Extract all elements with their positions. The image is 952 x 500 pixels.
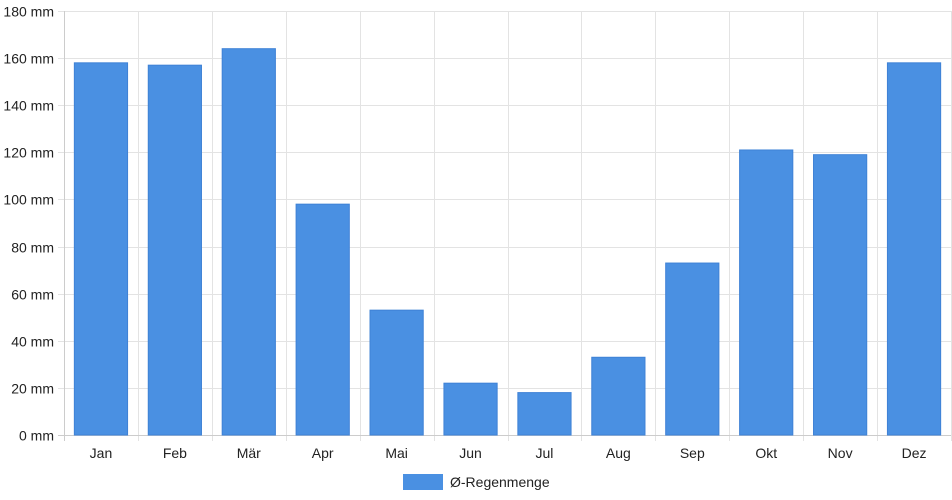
x-axis-ticks: Jan Feb Mär Apr Mai Jun Jul Aug Sep Okt Nov Dez xyxy=(90,445,927,461)
bar-Jun[interactable] xyxy=(443,382,498,436)
bar-Feb[interactable] xyxy=(147,64,202,436)
bar-Aug[interactable] xyxy=(591,356,646,436)
bar-Sep[interactable] xyxy=(665,262,720,436)
bar-Mär[interactable] xyxy=(221,48,276,436)
x-tick-label: Apr xyxy=(312,445,334,461)
legend-label[interactable]: Ø-Regenmenge xyxy=(450,474,550,490)
bar-Apr[interactable] xyxy=(295,203,350,436)
y-axis-ticks: 0 mm 20 mm 40 mm 60 mm 80 mm 100 mm 120 mm 140 … xyxy=(3,4,54,444)
x-tick-label: Sep xyxy=(680,445,705,461)
bar-Dez[interactable] xyxy=(886,62,942,436)
x-tick-label: Dez xyxy=(902,445,927,461)
y-tick-label: 160 mm xyxy=(3,51,54,67)
y-tick-label: 120 mm xyxy=(3,145,54,161)
y-tick-label: 0 mm xyxy=(19,428,54,444)
x-tick-label: Mai xyxy=(385,445,408,461)
y-tick-label: 100 mm xyxy=(3,192,54,208)
y-tick-label: 180 mm xyxy=(3,4,54,20)
x-tick-label: Nov xyxy=(828,445,853,461)
x-tick-label: Jan xyxy=(90,445,113,461)
y-tick-label: 20 mm xyxy=(11,381,54,397)
x-tick-label: Okt xyxy=(755,445,777,461)
y-tick-label: 40 mm xyxy=(11,334,54,350)
bar-Mai[interactable] xyxy=(369,309,424,436)
x-tick-label: Jun xyxy=(459,445,482,461)
bar-Jul[interactable] xyxy=(517,392,572,436)
x-tick-label: Jul xyxy=(536,445,554,461)
legend-swatch[interactable] xyxy=(403,474,443,490)
y-tick-label: 80 mm xyxy=(11,240,54,256)
x-tick-label: Aug xyxy=(606,445,631,461)
bars xyxy=(73,48,942,436)
x-tick-label: Mär xyxy=(237,445,261,461)
bar-Okt[interactable] xyxy=(739,149,794,436)
y-tick-label: 60 mm xyxy=(11,287,54,303)
y-tick-label: 140 mm xyxy=(3,98,54,114)
legend[interactable]: Ø-Regenmenge xyxy=(403,474,550,490)
bar-Nov[interactable] xyxy=(813,154,868,436)
x-tick-label: Feb xyxy=(163,445,187,461)
bar-Jan[interactable] xyxy=(73,62,129,436)
